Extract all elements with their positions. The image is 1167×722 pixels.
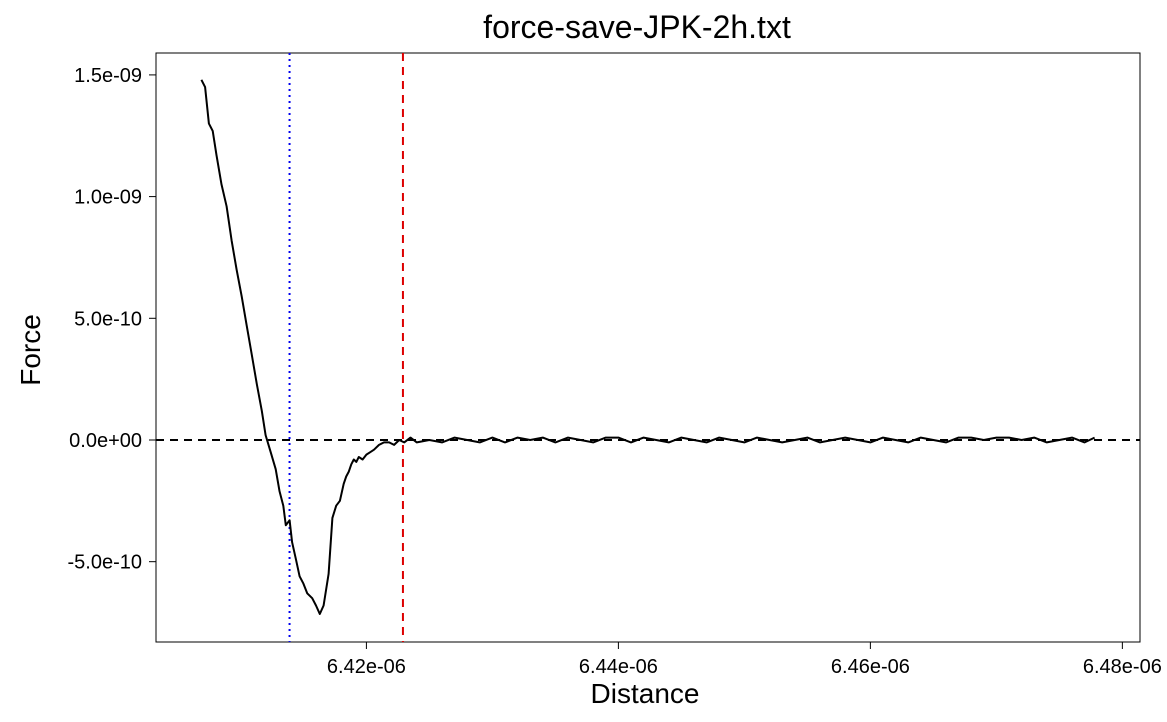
x-axis-label: Distance [591, 678, 700, 709]
x-tick-label: 6.42e-06 [327, 656, 406, 678]
y-tick-label: -5.0e-10 [68, 552, 143, 574]
plot-frame [155, 52, 1141, 643]
series-line-0 [200, 79, 1096, 615]
y-axis: 1.5e-09 1.0e-09 5.0e-10 0.0e+00 -5.0e-10 [68, 65, 156, 574]
y-tick-label: 1.0e-09 [74, 187, 142, 209]
y-axis-label: Force [15, 314, 46, 386]
x-tick-label: 6.48e-06 [1083, 656, 1162, 678]
y-tick-label: 0.0e+00 [69, 430, 142, 452]
reference-lines [156, 53, 1140, 642]
chart-title: force-save-JPK-2h.txt [483, 9, 791, 45]
x-tick-label: 6.46e-06 [831, 656, 910, 678]
y-tick-label: 5.0e-10 [74, 308, 142, 330]
x-axis: 6.42e-06 6.44e-06 6.46e-06 6.48e-06 [327, 642, 1162, 678]
x-tick-label: 6.44e-06 [579, 656, 658, 678]
series-layer [200, 79, 1096, 615]
y-tick-label: 1.5e-09 [74, 65, 142, 87]
